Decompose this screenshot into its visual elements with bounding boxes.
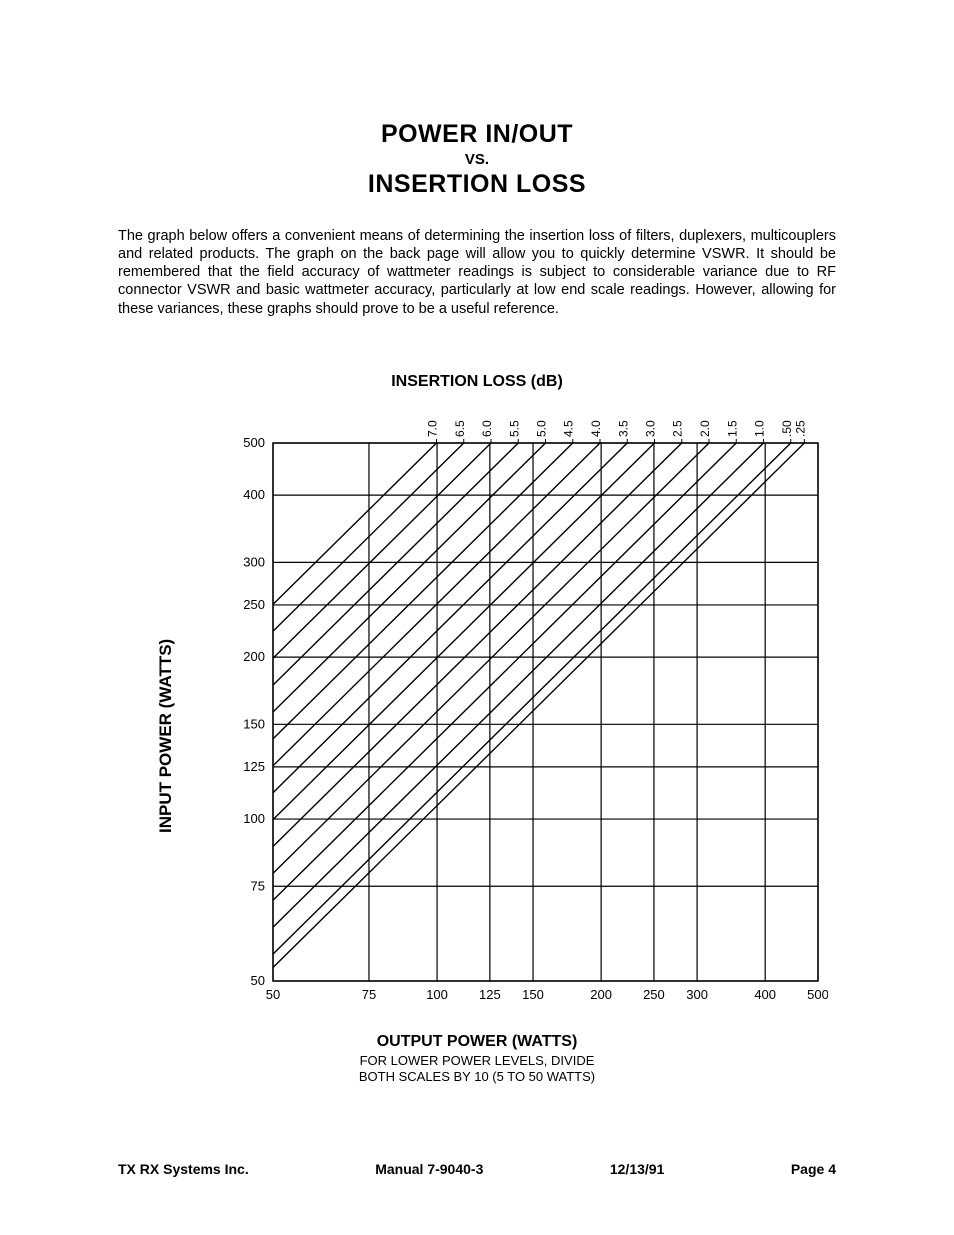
footer-page: Page 4 — [791, 1161, 836, 1177]
svg-text:4.0: 4.0 — [589, 420, 603, 437]
svg-text:6.5: 6.5 — [453, 420, 467, 437]
x-axis-note-1: FOR LOWER POWER LEVELS, DIVIDE — [118, 1053, 836, 1068]
svg-text:300: 300 — [686, 987, 708, 1002]
svg-text:.50: .50 — [780, 420, 794, 437]
svg-text:125: 125 — [479, 987, 501, 1002]
svg-text:500: 500 — [807, 987, 828, 1002]
footer-manual: Manual 7-9040-3 — [375, 1161, 483, 1177]
svg-text:300: 300 — [243, 554, 265, 569]
svg-text:200: 200 — [590, 987, 612, 1002]
svg-text:1.5: 1.5 — [725, 420, 739, 437]
footer-company: TX RX Systems Inc. — [118, 1161, 249, 1177]
page: POWER IN/OUT VS. INSERTION LOSS The grap… — [0, 0, 954, 1235]
title-line-1: POWER IN/OUT — [118, 120, 836, 149]
title-line-2: INSERTION LOSS — [118, 170, 836, 199]
svg-text:250: 250 — [643, 987, 665, 1002]
svg-text:4.5: 4.5 — [562, 420, 576, 437]
svg-text:50: 50 — [251, 973, 265, 988]
title-block: POWER IN/OUT VS. INSERTION LOSS — [118, 120, 836, 199]
svg-text:5.0: 5.0 — [534, 420, 548, 437]
chart-container: INSERTION LOSS (dB) INPUT POWER (WATTS) … — [118, 373, 836, 1113]
chart-svg: 5050 75 75 100 100 125 125 150 150 200 200 250 250 30… — [178, 391, 828, 1011]
footer: TX RX Systems Inc. Manual 7-9040-3 12/13… — [118, 1161, 836, 1177]
svg-text:150: 150 — [522, 987, 544, 1002]
svg-text:75: 75 — [251, 878, 265, 893]
svg-text:500: 500 — [243, 435, 265, 450]
svg-text:7.0: 7.0 — [425, 420, 439, 437]
svg-text:250: 250 — [243, 597, 265, 612]
svg-text:400: 400 — [754, 987, 776, 1002]
chart-top-title: INSERTION LOSS (dB) — [118, 373, 836, 391]
x-axis-label: OUTPUT POWER (WATTS) — [118, 1033, 836, 1051]
svg-text:50: 50 — [266, 987, 280, 1002]
x-axis-note-2: BOTH SCALES BY 10 (5 TO 50 WATTS) — [118, 1069, 836, 1084]
svg-text:3.5: 3.5 — [616, 420, 630, 437]
y-axis-label: INPUT POWER (WATTS) — [156, 638, 176, 832]
svg-text:100: 100 — [426, 987, 448, 1002]
svg-text:75: 75 — [362, 987, 376, 1002]
svg-text:125: 125 — [243, 759, 265, 774]
body-paragraph: The graph below offers a convenient mean… — [118, 227, 836, 318]
svg-text:.25: .25 — [793, 420, 807, 437]
svg-text:100: 100 — [243, 811, 265, 826]
svg-text:2.0: 2.0 — [698, 420, 712, 437]
svg-text:5.5: 5.5 — [507, 420, 521, 437]
svg-text:1.0: 1.0 — [753, 420, 767, 437]
svg-text:200: 200 — [243, 649, 265, 664]
svg-text:150: 150 — [243, 716, 265, 731]
svg-text:400: 400 — [243, 487, 265, 502]
svg-text:2.5: 2.5 — [671, 420, 685, 437]
svg-text:6.0: 6.0 — [480, 420, 494, 437]
svg-text:3.0: 3.0 — [643, 420, 657, 437]
footer-date: 12/13/91 — [610, 1161, 665, 1177]
title-vs: VS. — [118, 151, 836, 168]
